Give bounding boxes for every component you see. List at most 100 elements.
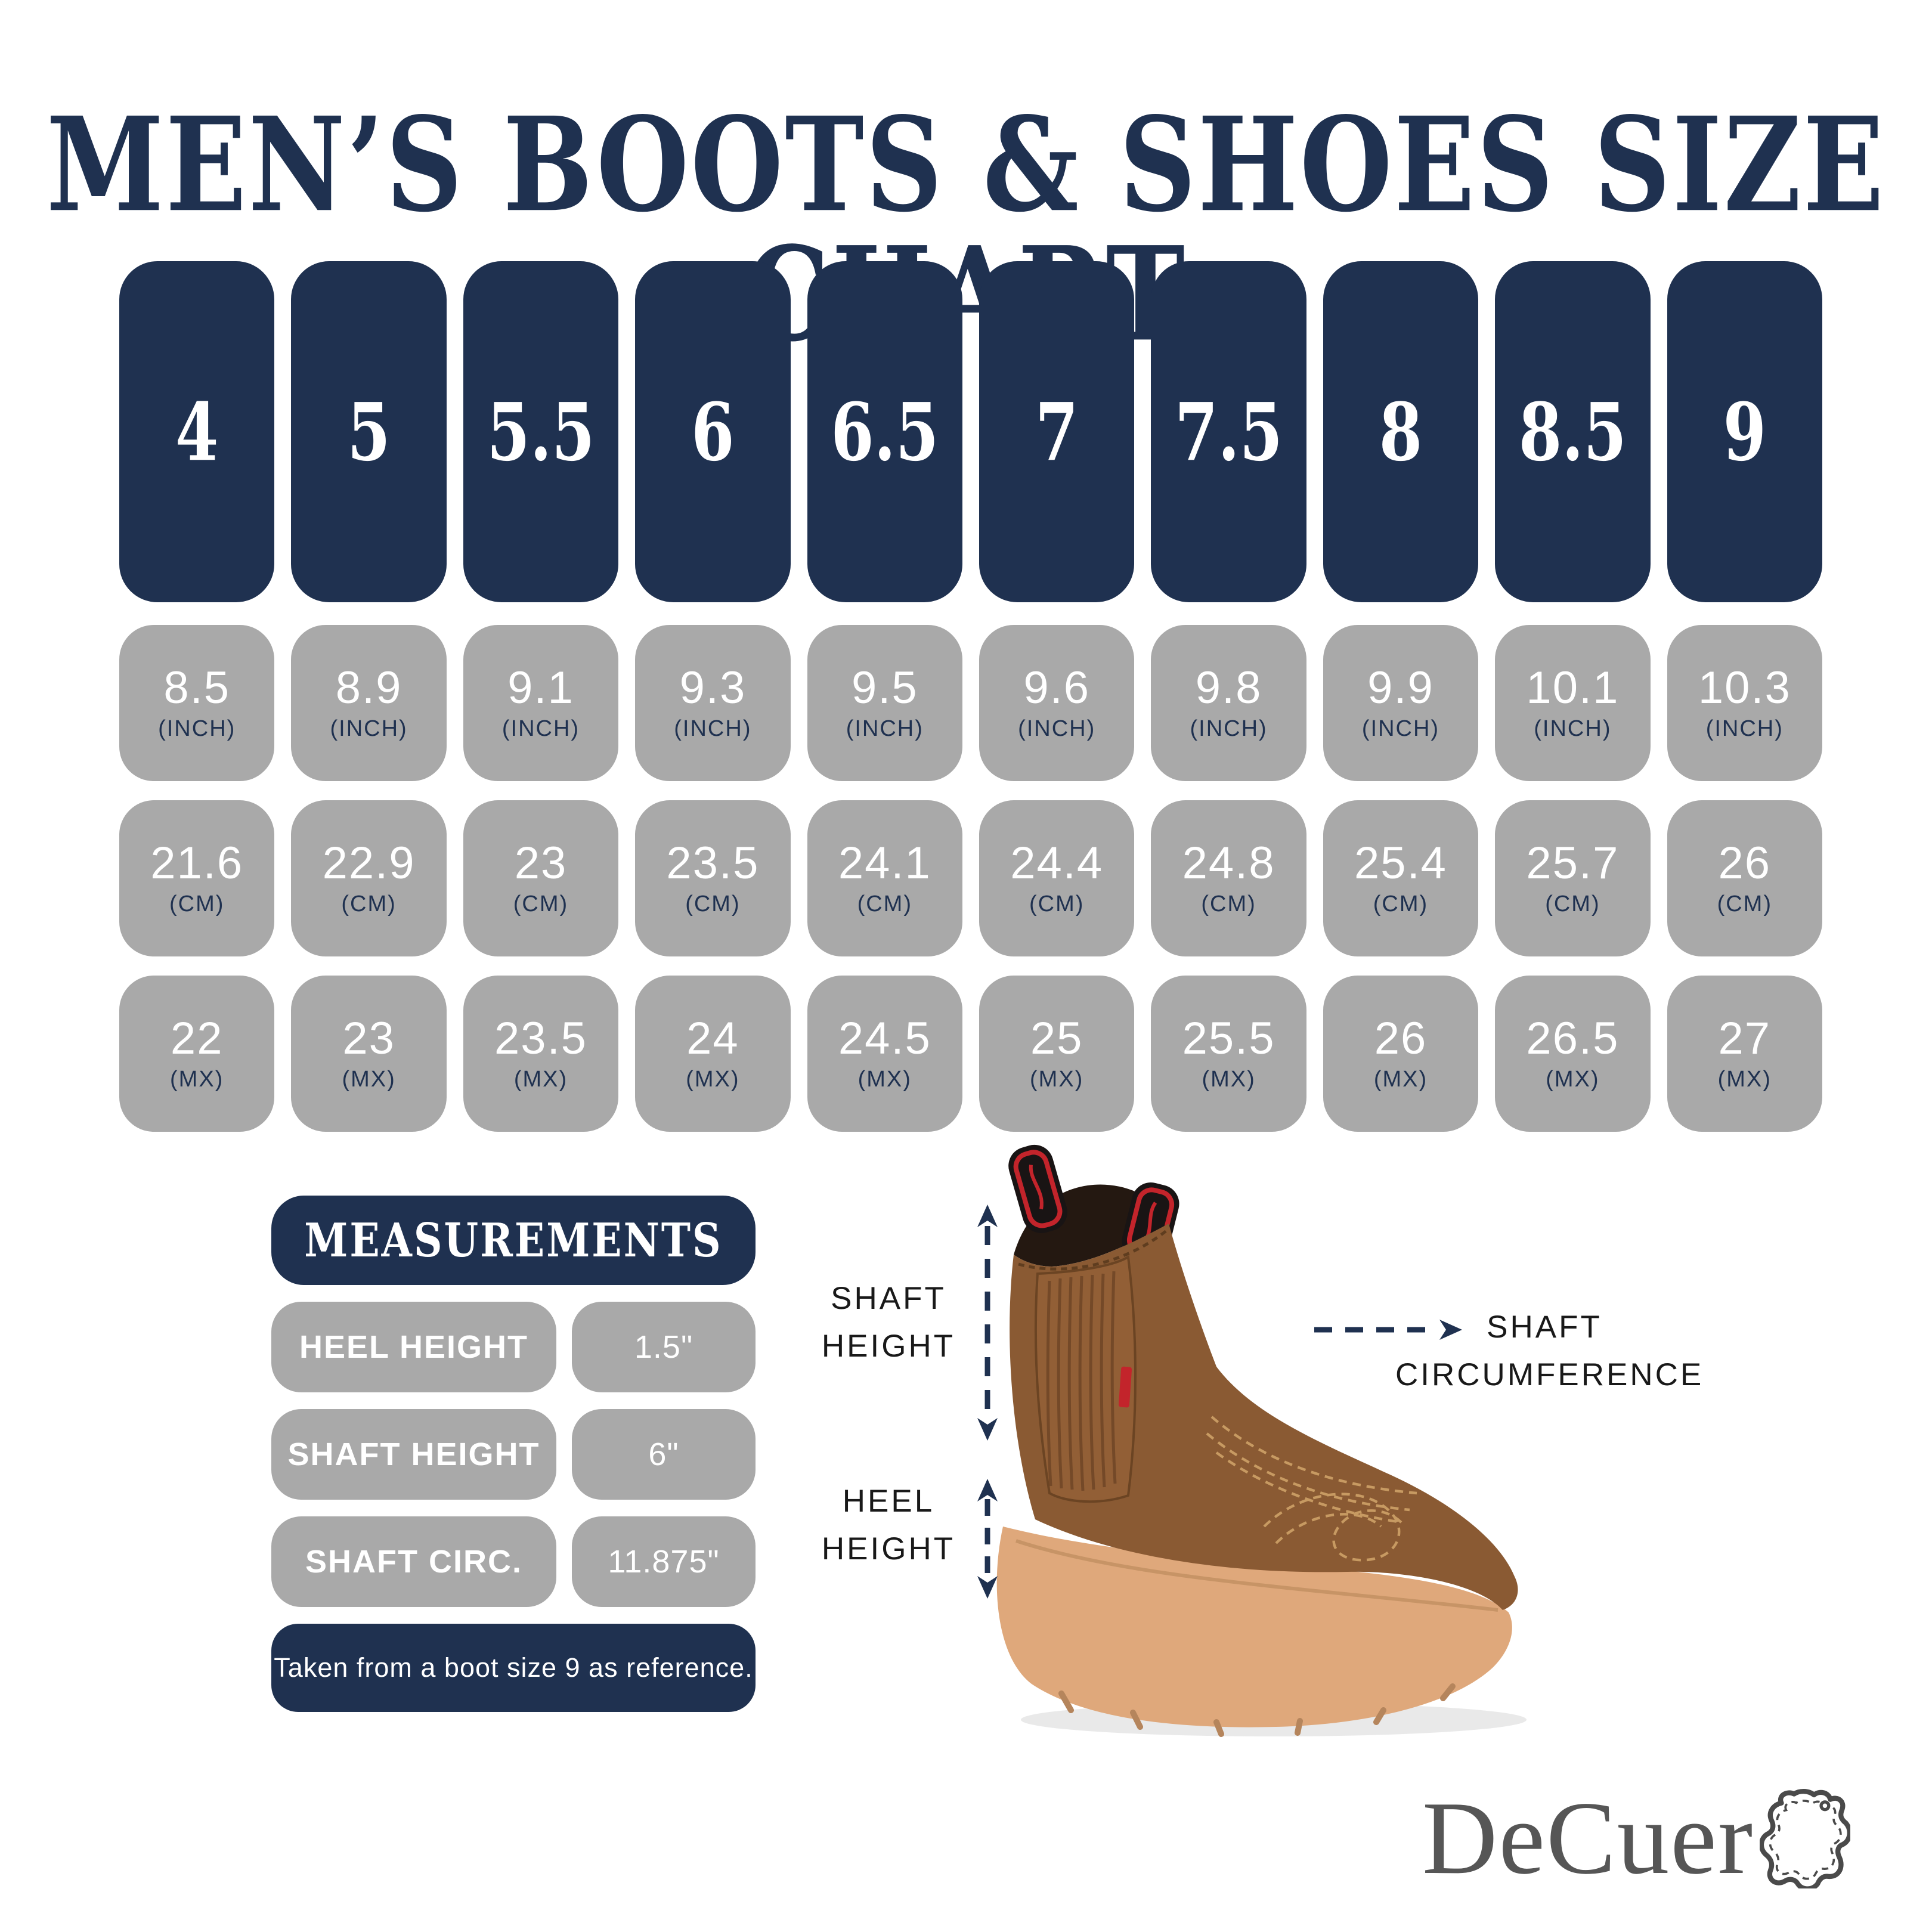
size-cell: 24.8 (CM) — [1151, 800, 1306, 956]
size-unit: (CM) — [169, 891, 225, 917]
size-unit: (INCH) — [1705, 716, 1784, 742]
size-pill: 5 — [291, 261, 447, 602]
size-value: 25.4 — [1354, 837, 1447, 888]
size-pill: 8.5 — [1495, 261, 1651, 602]
size-value: 24.1 — [838, 837, 931, 888]
size-pill: 7.5 — [1151, 261, 1306, 602]
size-value: 9.8 — [1195, 662, 1262, 713]
size-unit: (CM) — [1545, 891, 1600, 917]
size-value: 25.5 — [1182, 1013, 1275, 1064]
size-cell: 8.9 (INCH) — [291, 625, 447, 781]
size-cell: 8.5 (INCH) — [119, 625, 275, 781]
size-cell: 26 (MX) — [1323, 976, 1479, 1132]
size-value: 27 — [1718, 1013, 1772, 1064]
size-label: 8.5 — [1518, 385, 1627, 479]
size-cell: 9.5 (INCH) — [807, 625, 962, 781]
size-unit: (INCH) — [158, 716, 236, 742]
size-unit: (MX) — [857, 1067, 912, 1092]
size-cell: 24 (MX) — [635, 976, 791, 1132]
measurement-value: 6" — [572, 1409, 756, 1500]
size-label: 5 — [347, 385, 391, 479]
shaft-height-arrow — [977, 1205, 998, 1441]
size-unit: (MX) — [513, 1067, 568, 1092]
size-cell: 10.3 (INCH) — [1667, 625, 1822, 781]
size-unit: (CM) — [1029, 891, 1085, 917]
leather-hide-icon — [1760, 1788, 1851, 1888]
size-label: 6.5 — [831, 385, 939, 479]
size-value: 26 — [1718, 837, 1772, 888]
size-pill: 4 — [119, 261, 275, 602]
size-cell: 23.5 (CM) — [635, 800, 791, 956]
size-label: 4 — [175, 385, 219, 479]
size-unit: (CM) — [341, 891, 397, 917]
size-pill: 6.5 — [807, 261, 962, 602]
size-cell: 22 (MX) — [119, 976, 275, 1132]
size-label: 9 — [1723, 385, 1766, 479]
measurement-row: HEEL HEIGHT 1.5" — [271, 1302, 756, 1392]
size-cell: 23.5 (MX) — [463, 976, 619, 1132]
size-cell: 9.1 (INCH) — [463, 625, 619, 781]
size-cell: 26.5 (MX) — [1495, 976, 1651, 1132]
boot-illustration — [996, 1144, 1527, 1737]
size-unit: (MX) — [342, 1067, 396, 1092]
size-value: 10.3 — [1698, 662, 1791, 713]
size-unit: (CM) — [857, 891, 912, 917]
size-unit: (MX) — [686, 1067, 740, 1092]
measurement-label: SHAFT CIRC. — [271, 1516, 556, 1607]
size-value: 26.5 — [1526, 1013, 1620, 1064]
boot-sole — [996, 1527, 1512, 1727]
size-unit: (CM) — [685, 891, 741, 917]
shaft-circumference-label: SHAFT CIRCUMFERENCE — [1395, 1309, 1704, 1392]
size-unit: (MX) — [1546, 1067, 1600, 1092]
size-pill: 7 — [979, 261, 1135, 602]
size-value: 21.6 — [150, 837, 244, 888]
size-pill: 8 — [1323, 261, 1479, 602]
measurement-value: 1.5" — [572, 1302, 756, 1392]
size-cell: 9.8 (INCH) — [1151, 625, 1306, 781]
size-value: 9.3 — [679, 662, 747, 713]
size-value: 10.1 — [1526, 662, 1620, 713]
size-value: 8.5 — [163, 662, 231, 713]
size-unit: (INCH) — [1018, 716, 1096, 742]
measurements-footnote: Taken from a boot size 9 as reference. — [271, 1624, 756, 1712]
size-cell: 25.5 (MX) — [1151, 976, 1306, 1132]
size-unit: (MX) — [1717, 1067, 1772, 1092]
size-cell: 26 (CM) — [1667, 800, 1822, 956]
boot-upper — [1010, 1224, 1518, 1610]
size-label: 6 — [691, 385, 735, 479]
size-unit: (INCH) — [674, 716, 752, 742]
measurement-label: SHAFT HEIGHT — [271, 1409, 556, 1500]
brand-logo: DeCuer — [1422, 1780, 1851, 1896]
boot-front-pull-tab — [1008, 1144, 1067, 1233]
size-unit: (CM) — [513, 891, 569, 917]
size-cell: 24.4 (CM) — [979, 800, 1135, 956]
size-unit: (CM) — [1201, 891, 1256, 917]
shaft-circumference-arrow — [1314, 1320, 1462, 1340]
size-value: 22 — [170, 1013, 224, 1064]
size-cell: 22.9 (CM) — [291, 800, 447, 956]
size-value: 23 — [342, 1013, 395, 1064]
size-unit: (INCH) — [846, 716, 924, 742]
size-unit: (INCH) — [1190, 716, 1268, 742]
size-unit: (INCH) — [501, 716, 580, 742]
size-value: 23 — [514, 837, 568, 888]
measurement-row: SHAFT CIRC. 11.875" — [271, 1516, 756, 1607]
size-label: 8 — [1379, 385, 1423, 479]
size-cell: 24.5 (MX) — [807, 976, 962, 1132]
cm-row: 21.6 (CM) 22.9 (CM) 23 (CM) 23.5 (CM) 24.1 (C… — [119, 800, 1822, 956]
size-pill: 6 — [635, 261, 791, 602]
mx-row: 22 (MX) 23 (MX) 23.5 (MX) 24 (MX) 24.5 (MX) 2… — [119, 976, 1822, 1132]
size-unit: (MX) — [1202, 1067, 1256, 1092]
size-cell: 25 (MX) — [979, 976, 1135, 1132]
boot-sole-seam — [1015, 1539, 1498, 1612]
heel-height-label: HEEL HEIGHT — [821, 1484, 956, 1566]
size-value: 9.9 — [1367, 662, 1434, 713]
size-cell: 21.6 (CM) — [119, 800, 275, 956]
heel-height-arrow — [977, 1479, 998, 1599]
size-unit: (MX) — [170, 1067, 224, 1092]
boot-elastic-gusset — [1034, 1255, 1137, 1503]
size-value: 23.5 — [494, 1013, 587, 1064]
size-cell: 23 (MX) — [291, 976, 447, 1132]
brand-name: DeCuer — [1422, 1780, 1754, 1896]
